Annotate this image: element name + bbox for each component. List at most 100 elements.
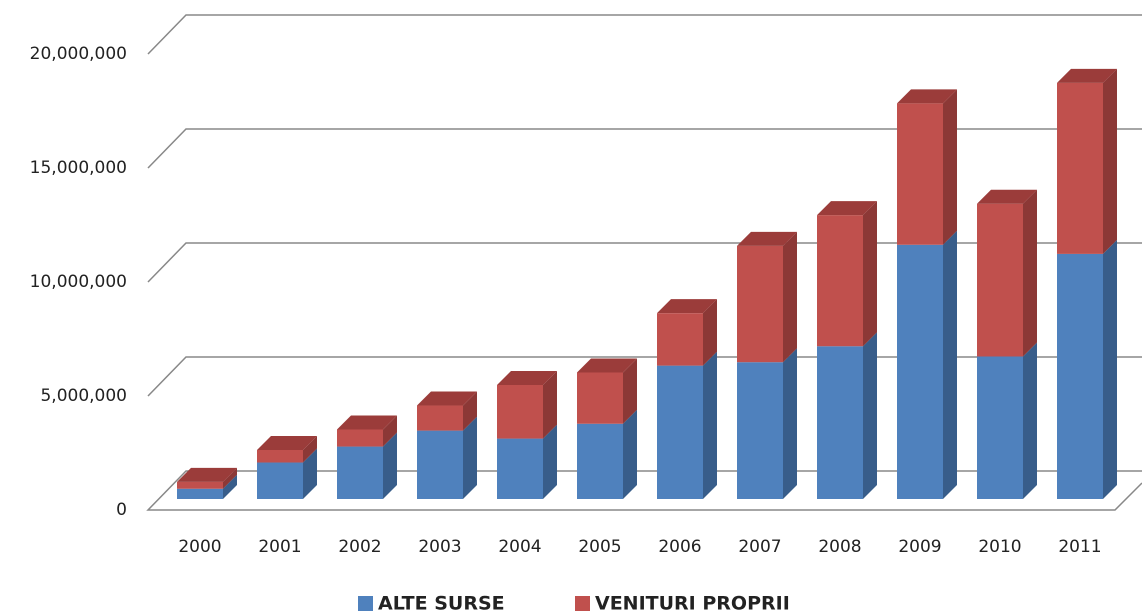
grid-line — [147, 14, 1142, 55]
bar-front — [737, 362, 783, 499]
bar-segment — [1057, 68, 1117, 254]
bar-front — [1057, 253, 1103, 499]
bar-side — [383, 432, 397, 499]
bar-side — [703, 299, 717, 366]
bar-top — [1057, 68, 1117, 83]
y-tick-label: 15,000,000 — [30, 158, 127, 178]
legend-swatch — [575, 596, 590, 611]
bar-side — [303, 448, 317, 499]
x-tick-label: 2003 — [418, 537, 461, 557]
bar-front — [977, 356, 1023, 499]
bar-front — [257, 449, 303, 463]
bar-segment — [657, 351, 717, 499]
bar-front — [657, 313, 703, 366]
bar-segment — [577, 358, 637, 424]
bar-segment — [257, 435, 317, 463]
bar-segment — [497, 371, 557, 439]
bar-front — [177, 481, 223, 489]
bar-segment — [257, 448, 317, 499]
legend-label: VENITURI PROPRII — [595, 593, 790, 614]
bar-side — [783, 348, 797, 499]
bar-side — [1023, 342, 1037, 499]
bar-front — [1057, 82, 1103, 254]
y-tick-label: 0 — [116, 500, 127, 520]
bar-front — [657, 365, 703, 499]
grid-line — [147, 128, 1142, 169]
bar-top — [657, 299, 717, 314]
bar-top — [417, 391, 477, 406]
bar-top — [817, 201, 877, 216]
bar-front — [977, 203, 1023, 357]
x-tick-label: 2007 — [738, 537, 781, 557]
legend-label: ALTE SURSE — [378, 593, 505, 614]
bar-segment — [737, 231, 797, 363]
bar-side — [943, 89, 957, 245]
bar-side — [1103, 239, 1117, 499]
x-tick-label: 2006 — [658, 537, 701, 557]
bar-segment — [737, 348, 797, 499]
bar-side — [543, 371, 557, 439]
bar-front — [577, 423, 623, 499]
bar-front — [577, 372, 623, 424]
bar-segment — [337, 415, 397, 447]
bar-segment — [977, 189, 1037, 357]
bar-front — [817, 215, 863, 347]
bar-top — [897, 89, 957, 104]
bar-segment — [817, 201, 877, 347]
bar-side — [223, 467, 237, 489]
bar-top — [177, 467, 237, 482]
bar-top — [497, 371, 557, 385]
bar-front — [417, 405, 463, 431]
bar-segment — [897, 89, 957, 245]
bar-side — [623, 358, 637, 424]
bar-segment — [897, 230, 957, 499]
bar-front — [897, 244, 943, 499]
bar-front — [497, 438, 543, 499]
x-tick-label: 2011 — [1058, 537, 1101, 557]
bar-side — [223, 474, 237, 499]
bar-front — [897, 103, 943, 245]
bar-side — [943, 230, 957, 499]
bar-side — [1103, 68, 1117, 254]
x-tick-label: 2005 — [578, 537, 621, 557]
y-tick-label: 10,000,000 — [30, 272, 127, 292]
bar-side — [463, 416, 477, 499]
bar-side — [303, 435, 317, 463]
bar-side — [783, 231, 797, 363]
y-tick-label: 5,000,000 — [40, 386, 127, 406]
x-tick-label: 2004 — [498, 537, 541, 557]
bar-side — [383, 415, 397, 447]
bar-segment — [177, 467, 237, 489]
x-tick-label: 2008 — [818, 537, 861, 557]
bar-front — [257, 462, 303, 499]
bar-side — [863, 332, 877, 499]
bar-segment — [497, 424, 557, 499]
bar-top — [257, 435, 317, 450]
bar-front — [737, 245, 783, 363]
x-tick-label: 2010 — [978, 537, 1021, 557]
bar-front — [337, 429, 383, 447]
bar-side — [623, 409, 637, 499]
x-tick-label: 2002 — [338, 537, 381, 557]
bar-front — [817, 346, 863, 499]
bar-side — [863, 201, 877, 347]
bar-side — [463, 391, 477, 431]
x-tick-label: 2001 — [258, 537, 301, 557]
bar-front — [417, 430, 463, 499]
bar-segment — [657, 299, 717, 366]
bar-top — [977, 189, 1037, 204]
bar-segment — [177, 474, 237, 499]
x-tick-label: 2000 — [178, 537, 221, 557]
bar-segment — [577, 409, 637, 499]
x-tick-label: 2009 — [898, 537, 941, 557]
bar-segment — [417, 416, 477, 499]
bar-front — [177, 488, 223, 499]
bar-side — [543, 424, 557, 499]
bar-top — [577, 358, 637, 373]
bar-segment — [337, 432, 397, 499]
bar-top — [737, 231, 797, 246]
bar-segment — [817, 332, 877, 499]
legend-swatch — [358, 596, 373, 611]
bar-side — [703, 351, 717, 499]
